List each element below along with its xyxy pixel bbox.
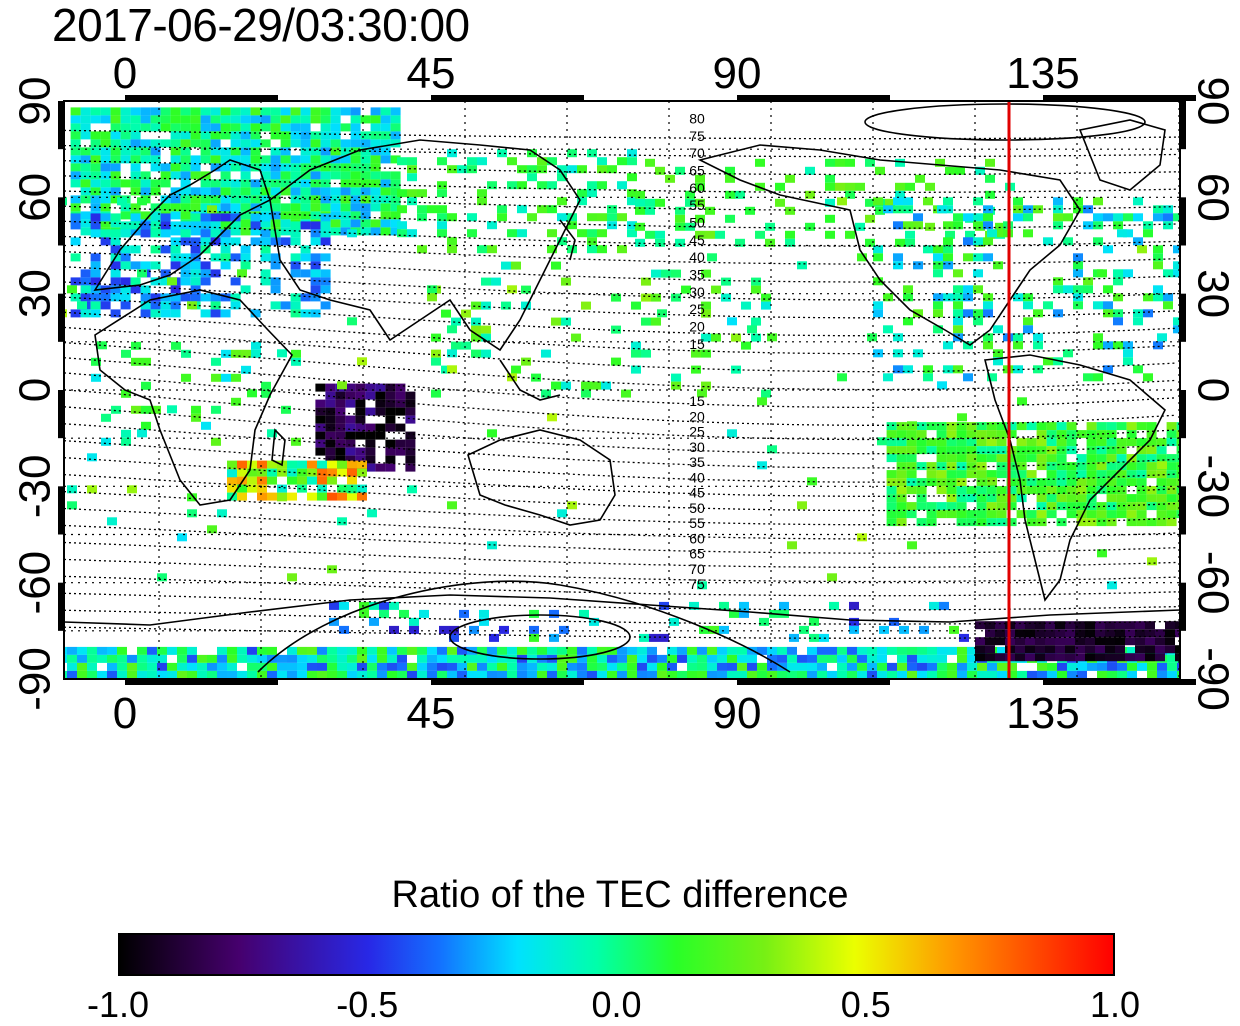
contour-label: 60 (689, 180, 705, 196)
contour-label: 70 (689, 145, 705, 161)
x-tick-label-bottom: 0 (113, 689, 137, 738)
contour-label: 30 (689, 439, 705, 455)
contour-label: 25 (689, 424, 705, 440)
x-tick-label-bottom: 90 (713, 689, 762, 738)
contour-label: 80 (689, 111, 705, 127)
contour-label: 40 (689, 469, 705, 485)
contour-label: 20 (689, 408, 705, 424)
colorbar-tick-label: 0.0 (591, 984, 641, 1026)
contour-label: 75 (689, 128, 705, 144)
contour-label: 70 (689, 561, 705, 577)
contour-label: 20 (689, 319, 705, 335)
x-tick-label-top: 0 (113, 49, 137, 98)
colorbar-tick-label: -1.0 (87, 984, 149, 1026)
y-tick-label-left: 0 (11, 378, 60, 402)
contour-label: 75 (689, 576, 705, 592)
contour-label: 45 (689, 232, 705, 248)
contour-label: 45 (689, 485, 705, 501)
colorbar-title: Ratio of the TEC difference (0, 874, 1240, 917)
y-tick-label-left: 90 (11, 77, 60, 126)
y-tick-label-right: 0 (1188, 378, 1237, 402)
y-tick-label-left: 60 (11, 173, 60, 222)
contour-label: 30 (689, 284, 705, 300)
contour-label: 65 (689, 546, 705, 562)
contour-label: 15 (689, 393, 705, 409)
y-tick-label-left: -30 (11, 455, 60, 519)
contour-label: 40 (689, 249, 705, 265)
colorbar (118, 933, 1115, 976)
contour-label: 15 (689, 336, 705, 352)
y-tick-label-left: -60 (11, 551, 60, 615)
y-tick-label-right: -90 (1188, 647, 1237, 711)
y-tick-label-right: -30 (1188, 455, 1237, 519)
contour-label: 50 (689, 215, 705, 231)
contour-label: 50 (689, 500, 705, 516)
contour-label: 35 (689, 454, 705, 470)
x-tick-label-top: 135 (1006, 49, 1079, 98)
contour-label: 55 (689, 515, 705, 531)
colorbar-tick-label: -0.5 (336, 984, 398, 1026)
y-tick-label-right: 30 (1188, 269, 1237, 318)
contour-label: 55 (689, 197, 705, 213)
x-tick-label-top: 90 (713, 49, 762, 98)
y-tick-label-right: -60 (1188, 551, 1237, 615)
contour-label: 35 (689, 267, 705, 283)
tec-data-layer (57, 107, 1240, 679)
y-tick-label-right: 60 (1188, 173, 1237, 222)
contour-label: 60 (689, 530, 705, 546)
x-tick-label-bottom: 135 (1006, 689, 1079, 738)
x-tick-label-bottom: 45 (407, 689, 456, 738)
y-tick-label-left: 30 (11, 269, 60, 318)
contour-label: 25 (689, 301, 705, 317)
colorbar-tick-label: 1.0 (1090, 984, 1140, 1026)
y-tick-label-right: 90 (1188, 77, 1237, 126)
y-tick-label-left: -90 (11, 647, 60, 711)
contour-label: 65 (689, 163, 705, 179)
x-tick-label-top: 45 (407, 49, 456, 98)
contour-labels: 8075706560555045403530252015152025303540… (689, 111, 705, 593)
colorbar-tick-label: 0.5 (841, 984, 891, 1026)
